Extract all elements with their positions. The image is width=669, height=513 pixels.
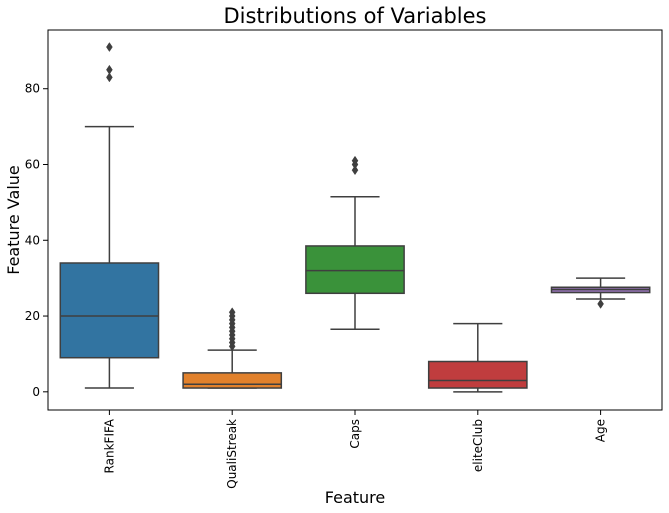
x-tick-label: eliteClub: [471, 419, 485, 472]
y-tick-label: 0: [32, 385, 40, 399]
box-iqr: [182, 372, 283, 389]
y-tick-label: 40: [25, 233, 40, 247]
outlier-point: [106, 42, 113, 52]
y-tick-label: 80: [25, 82, 40, 96]
box-Caps: [305, 155, 405, 331]
chart-title: Distributions of Variables: [223, 4, 486, 28]
outlier-point: [228, 307, 236, 318]
y-tick-label: 20: [25, 309, 40, 323]
box-Age: [550, 277, 651, 309]
box-iqr: [305, 245, 405, 295]
x-tick-label: RankFIFA: [102, 418, 116, 473]
box-series: [59, 42, 651, 393]
box-iqr: [59, 262, 160, 359]
x-tick-label: Caps: [348, 419, 362, 449]
x-axis: RankFIFA QualiStreak Caps eliteClub Age: [102, 410, 608, 489]
x-tick-label: QualiStreak: [225, 419, 239, 489]
box-eliteClub: [427, 322, 528, 393]
outlier-point: [351, 165, 359, 176]
x-axis-label: Feature: [325, 488, 385, 507]
outlier-point: [597, 298, 604, 309]
box-RankFIFA: [59, 42, 160, 389]
y-axis-label: Feature Value: [4, 165, 23, 274]
outlier-point: [106, 72, 113, 83]
box-QualiStreak: [182, 307, 283, 389]
outlier-point: [351, 155, 359, 166]
y-tick-label: 60: [25, 157, 40, 171]
x-tick-label: Age: [594, 419, 608, 442]
y-axis: 0 20 40 60 80: [25, 82, 48, 399]
box-iqr: [427, 360, 528, 389]
outlier-point: [106, 64, 113, 75]
